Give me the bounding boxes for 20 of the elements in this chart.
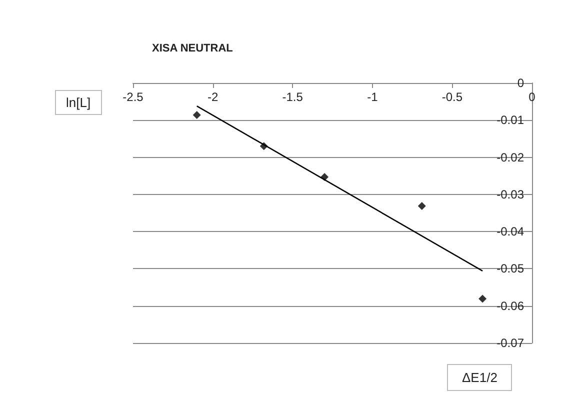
y-tick-label: -0.05 — [496, 262, 524, 276]
y-tick-label: -0.07 — [496, 336, 524, 350]
y-tick-label: -0.02 — [496, 150, 524, 164]
x-tick-label: -0.5 — [442, 90, 463, 104]
y-tick-label: -0.03 — [496, 187, 524, 202]
y-axis-title: ln[L] — [55, 90, 102, 115]
point — [418, 202, 426, 210]
x-tick-label: -1 — [367, 90, 378, 104]
chart-title: XISA NEUTRAL — [152, 42, 234, 54]
x-axis-title: ΔE1/2 — [447, 364, 512, 391]
y-tick-label: -0.04 — [496, 224, 524, 239]
y-tick-label: 0 — [517, 76, 524, 90]
y-tick-label: -0.06 — [496, 298, 524, 313]
point — [192, 110, 201, 119]
x-tick-label: -2 — [207, 90, 218, 104]
y-tick-label: -0.01 — [496, 113, 524, 128]
point — [478, 294, 487, 303]
x-tick-label: -2.5 — [122, 90, 144, 104]
x-tick-label: -1.5 — [282, 90, 304, 104]
x-tick-label: 0 — [528, 90, 536, 104]
